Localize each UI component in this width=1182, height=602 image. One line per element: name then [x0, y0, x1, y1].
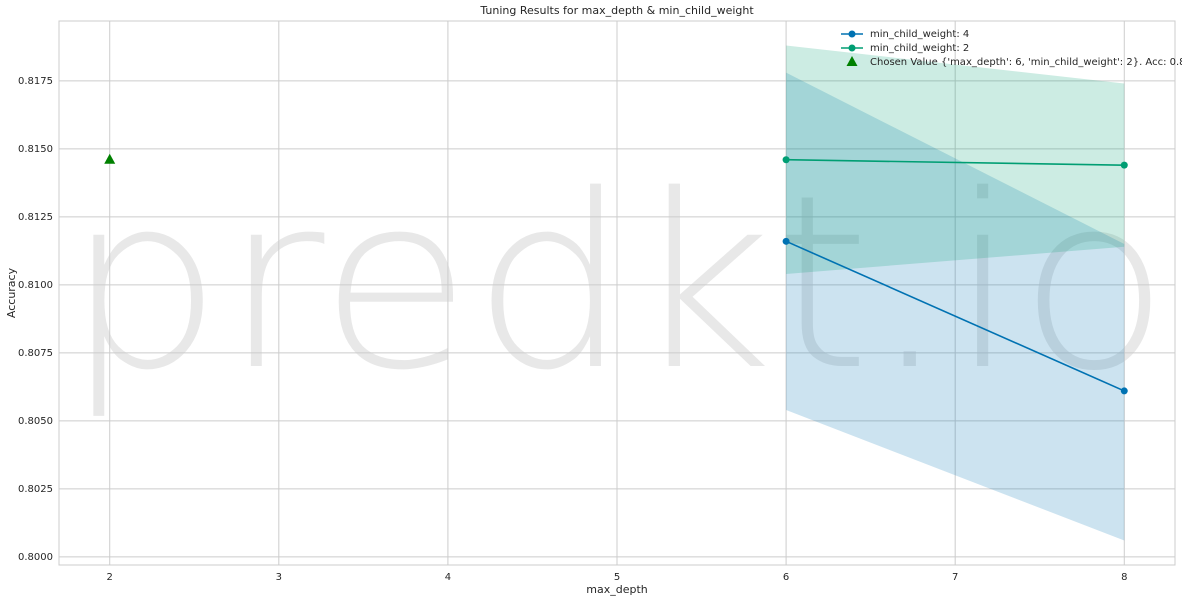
x-tick-label: 8	[1121, 572, 1127, 583]
data-point	[782, 237, 790, 245]
y-tick-label: 0.8100	[18, 280, 53, 291]
y-tick-label: 0.8025	[18, 484, 53, 495]
legend-label: Chosen Value {'max_depth': 6, 'min_child…	[870, 57, 1182, 68]
y-tick-label: 0.8125	[18, 212, 53, 223]
x-tick-label: 2	[107, 572, 113, 583]
legend-marker	[848, 30, 856, 38]
data-point	[782, 156, 790, 164]
x-tick-label: 4	[445, 572, 451, 583]
series-line	[785, 240, 1125, 392]
confidence-band	[786, 45, 1125, 274]
data-point	[1120, 387, 1128, 395]
legend: min_child_weight: 4 min_child_weight: 2 Ch…	[841, 29, 1182, 68]
series-line	[786, 158, 1125, 166]
legend-marker	[846, 56, 858, 66]
y-tick-label: 0.8175	[18, 76, 53, 87]
x-tick-label: 7	[952, 572, 958, 583]
legend-marker	[848, 44, 856, 52]
legend-label: min_child_weight: 2	[870, 43, 969, 54]
y-tick-label: 0.8150	[18, 144, 53, 155]
legend-label: min_child_weight: 4	[870, 29, 969, 40]
data-point	[1120, 161, 1128, 169]
x-tick-label: 5	[614, 572, 620, 583]
y-tick-label: 0.8050	[18, 416, 53, 427]
x-tick-label: 6	[783, 572, 789, 583]
x-tick-label: 3	[276, 572, 282, 583]
y-tick-label: 0.8075	[18, 348, 53, 359]
x-axis-label: max_depth	[586, 583, 648, 596]
confidence-band	[786, 72, 1125, 541]
y-tick-label: 0.8000	[18, 552, 53, 563]
y-axis-label: Accuracy	[5, 267, 18, 318]
chosen-marker	[104, 153, 116, 164]
chart-title: Tuning Results for max_depth & min_child…	[479, 4, 754, 17]
